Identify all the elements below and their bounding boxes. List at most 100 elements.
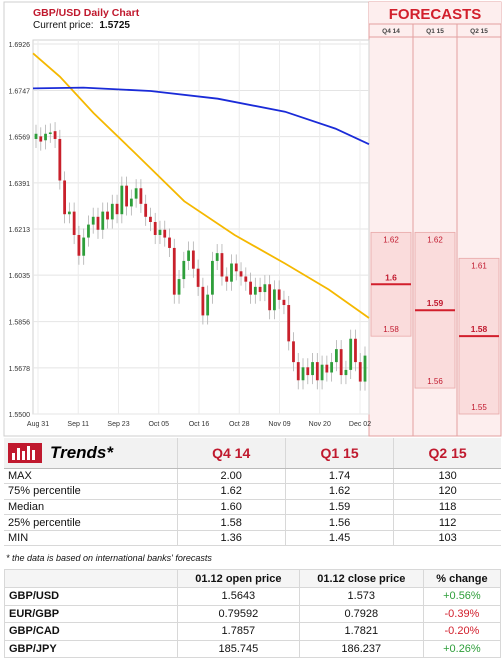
candlesticks [34,122,367,391]
y-tick-label: 1.5500 [9,412,31,419]
prices-row-gbpusd: GBP/USD 1.5643 1.573 +0.56% [4,587,502,606]
x-tick-label: Oct 16 [189,421,210,428]
candle-body [191,250,195,269]
forecast-quarter-label: Q2 15 [470,28,488,35]
trends-cell: 118 [393,499,501,516]
trends-cell: 1.62 [284,483,394,500]
candle-body [296,362,300,381]
candle-body [177,279,181,295]
moving-averages [32,52,370,319]
moving-average-line-2 [32,86,370,146]
x-tick-label: Aug 31 [27,421,49,428]
x-tick-label: Oct 05 [148,421,169,428]
forecast-median-label: 1.6 [385,272,397,282]
prices-row-gbpcad: GBP/CAD 1.7857 1.7821 -0.20% [4,622,502,641]
trends-row-label: MAX [4,468,177,485]
pair-name: GBP/JPY [4,639,178,658]
candle-body [196,268,200,287]
pair-name: GBP/CAD [4,622,178,641]
pair-name: GBP/USD [4,587,178,606]
candle-body [129,198,133,207]
gbpusd-chart: 1.6926 1.6747 1.6569 1.6391 1.6213 1.6035 1.58… [3,1,502,437]
candle-body [48,132,52,134]
candle-body [325,364,329,373]
candle-body [149,216,152,222]
candle-body [158,229,162,235]
pair-name: EUR/GBP [4,604,178,623]
candle-body [344,369,348,376]
trends-header-q2-15: Q2 15 [393,438,501,469]
prices-table: 01.12 open price 01.12 close price % cha… [4,569,502,658]
candle-body [253,286,257,295]
candle-body [82,237,86,256]
candle-body [363,355,367,382]
prices-header-empty [4,569,178,588]
candle-body [201,286,205,316]
candle-body [277,289,281,300]
candle-body [230,263,233,282]
candle-body [349,338,353,370]
trends-row-max: MAX 2.00 1.74 130 [4,468,501,485]
trends-cell: 120 [393,483,501,500]
y-tick-label: 1.6747 [9,88,31,95]
candle-body [63,180,67,215]
candle-body [239,271,243,277]
candle-body [172,247,176,295]
current-price-line: Current price: 1.5725 [33,20,130,31]
trends-row-label: 75% percentile [4,483,177,500]
candle-body [330,362,334,373]
candle-body [125,185,128,207]
trends-cell: 1.60 [176,499,286,516]
candle-body [282,299,286,306]
trends-cell: 2.00 [176,468,286,485]
candle-body [306,367,310,376]
percent-change: -0.20% [422,622,502,641]
candle-body [268,284,272,311]
trends-header-q4-14: Q4 14 [176,438,286,469]
prices-header-row: 01.12 open price 01.12 close price % cha… [4,569,502,588]
prices-header-close: 01.12 close price [298,569,424,588]
candle-body [301,367,305,381]
trends-table: Trends* Q4 14 Q1 15 Q2 15 MAX 2.00 1.74 … [4,438,501,547]
candle-body [287,305,291,342]
trends-header-q1-15: Q1 15 [284,438,394,469]
candle-body [358,362,362,382]
candle-body [211,260,214,295]
trends-cell: 130 [393,468,501,485]
candle-body [91,216,95,225]
prices-row-gbpjpy: GBP/JPY 185.745 186.237 +0.26% [4,639,502,658]
candle-body [215,253,219,261]
candle-body [273,289,276,311]
forecast-high-label: 1.62 [427,235,443,244]
y-tick-label: 1.6035 [9,273,31,280]
x-tick-label: Nov 09 [268,421,290,428]
forecast-columns: Q4 14 1.62 1.6 1.58 Q1 15 1.62 1.59 1.56 Q2 15 1.… [369,24,501,436]
y-tick-label: 1.5678 [9,366,31,373]
current-price-label: Current price: [33,20,94,31]
candle-body [58,138,62,181]
candle-body [134,188,138,199]
grid-lines [33,40,369,415]
candle-body [44,133,47,141]
candle-body [220,253,224,277]
prices-header-change: % change [422,569,502,588]
trends-cell: 1.62 [176,483,286,500]
candle-body [339,349,343,376]
candle-body [320,364,324,381]
candle-body [244,276,248,282]
forecast-median-label: 1.59 [427,298,444,308]
open-price: 0.79592 [177,604,300,623]
candle-body [354,338,357,363]
y-tick-label: 1.6391 [9,181,31,188]
close-price: 0.7928 [298,604,424,623]
x-tick-label: Nov 20 [309,421,331,428]
candle-body [106,211,109,220]
open-price: 1.7857 [177,622,300,641]
percent-change: +0.56% [422,587,502,606]
forecast-high-label: 1.62 [383,235,399,244]
candle-body [67,211,71,215]
candle-body [53,131,57,139]
bar-chart-icon [8,442,42,463]
chart-title: GBP/USD Daily Chart [33,7,140,19]
